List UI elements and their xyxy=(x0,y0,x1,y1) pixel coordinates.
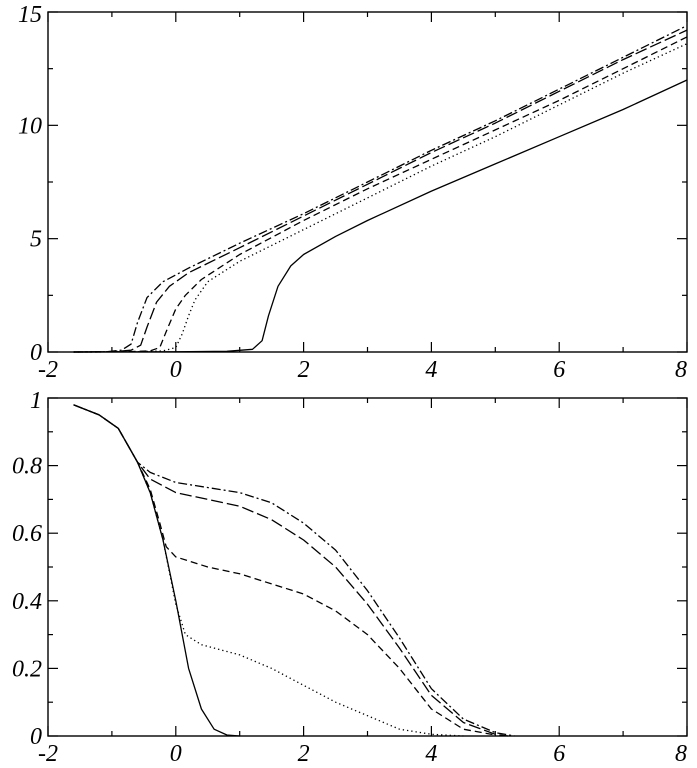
bottom-y-tick-label: 0.8 xyxy=(12,454,42,480)
bottom-y-tick-label: 0 xyxy=(30,724,42,750)
bottom-series-dashed-line xyxy=(73,404,496,736)
bottom-series-long-dash-line xyxy=(73,404,509,737)
bottom-y-tick-label: 1 xyxy=(30,388,42,414)
bottom-series-dash-dot-line xyxy=(73,404,515,737)
bottom-panel: -2 0 2 4 6 800.20.40.60.81 xyxy=(12,388,688,767)
bottom-x-tick-label: 2 xyxy=(298,741,310,767)
top-y-tick-label: 10 xyxy=(18,113,42,139)
bottom-y-tick-label: 0.2 xyxy=(12,656,42,682)
bottom-x-tick-label: 8 xyxy=(675,741,687,767)
top-series-dash-dot-line xyxy=(73,25,688,353)
top-y-tick-label: 5 xyxy=(30,227,42,253)
top-series-long-dash-line xyxy=(73,29,688,353)
top-series-dashed-line xyxy=(73,36,688,353)
top-x-tick-label: -2 xyxy=(38,357,58,383)
top-x-tick-label: 2 xyxy=(298,357,310,383)
top-y-tick-label: 0 xyxy=(30,340,42,366)
bottom-x-tick-label: -2 xyxy=(38,741,58,767)
top-x-tick-label: 0 xyxy=(170,357,182,383)
top-series-dotted-line xyxy=(73,43,688,353)
bottom-y-tick-label: 0.4 xyxy=(12,589,42,615)
bottom-series-solid-line xyxy=(73,404,240,737)
bottom-x-tick-label: 0 xyxy=(170,741,182,767)
bottom-series-dotted-line xyxy=(73,404,464,737)
bottom-x-tick-label: 6 xyxy=(553,741,565,767)
bottom-y-tick-label: 0.6 xyxy=(12,521,42,547)
top-x-tick-label: 6 xyxy=(553,357,565,383)
top-y-tick-label: 15 xyxy=(18,2,42,28)
top-series-solid-line xyxy=(73,79,688,353)
top-x-tick-label: 8 xyxy=(675,357,687,383)
bottom-plot-frame xyxy=(47,397,688,737)
bottom-x-tick-label: 4 xyxy=(425,741,437,767)
top-x-tick-label: 4 xyxy=(425,357,437,383)
